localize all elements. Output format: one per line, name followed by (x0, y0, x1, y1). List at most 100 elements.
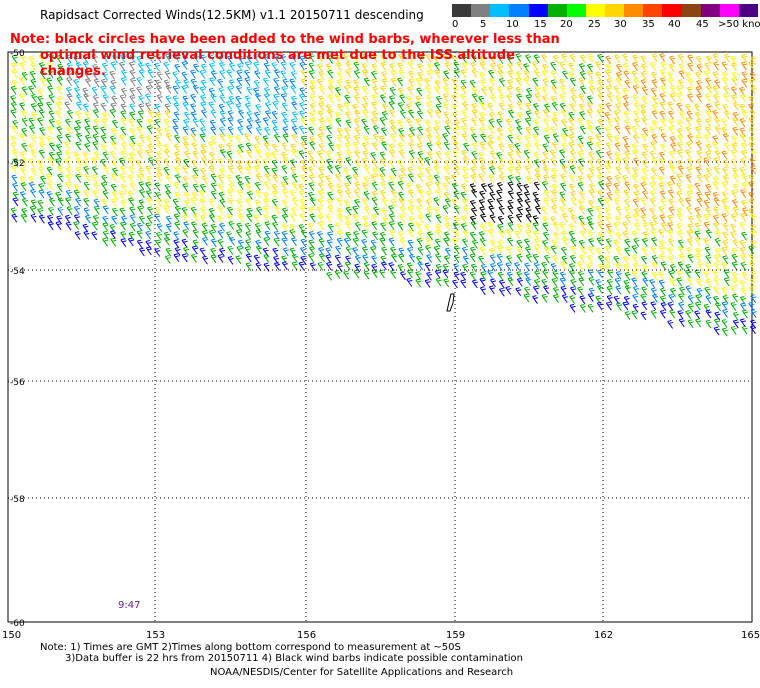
wind-barb (687, 223, 694, 233)
wind-barb (291, 181, 298, 191)
latitude-label: -60 (10, 619, 25, 629)
wind-barb (634, 102, 641, 112)
wind-barb (712, 85, 719, 95)
wind-barb (237, 213, 244, 223)
wind-barb (434, 181, 442, 190)
wind-barb (568, 230, 575, 240)
legend-label: 20 (560, 19, 573, 30)
wind-barb (587, 125, 594, 134)
wind-barb (372, 133, 379, 143)
wind-barb (453, 190, 460, 200)
wind-barb (597, 214, 604, 224)
wind-barb (686, 166, 693, 175)
wind-barb (100, 126, 107, 136)
wind-barb (21, 207, 28, 217)
wind-barb (641, 238, 648, 247)
wind-barb (336, 207, 343, 217)
wind-barb (343, 199, 350, 209)
wind-barb (730, 158, 737, 168)
wind-barb (120, 77, 127, 86)
legend-swatch (681, 4, 701, 17)
longitude-label: 162 (594, 630, 613, 640)
wind-barb (515, 149, 522, 159)
wind-barb (246, 125, 253, 134)
wind-barb (723, 205, 730, 215)
wind-barb (452, 149, 459, 159)
wind-barb (337, 230, 344, 240)
wind-barb (516, 101, 523, 110)
wind-barb (551, 205, 558, 214)
wind-barb (21, 127, 28, 137)
wind-barb (604, 165, 611, 174)
wind-barb (435, 95, 442, 105)
wind-barb (282, 133, 289, 143)
wind-barb (741, 61, 748, 71)
wind-barb (622, 53, 629, 63)
wind-barb (191, 191, 198, 201)
wind-barb (570, 279, 577, 288)
wind-barb (551, 239, 558, 248)
wind-barb (217, 254, 224, 263)
wind-barb (641, 167, 648, 177)
wind-barb (202, 255, 209, 265)
wind-barb (381, 111, 388, 120)
wind-barb (721, 61, 728, 71)
wind-barb (731, 277, 738, 287)
wind-barb (541, 86, 548, 96)
wind-barb (191, 245, 198, 255)
wind-barb (551, 167, 558, 177)
wind-barb (605, 301, 612, 311)
wind-barb (606, 295, 613, 304)
wind-barb (615, 231, 622, 241)
wind-barb (632, 149, 639, 159)
legend-label: 35 (642, 19, 655, 30)
wind-barb (228, 62, 235, 72)
wind-barb (227, 117, 234, 127)
wind-barb (353, 70, 360, 79)
wind-barb (614, 215, 621, 225)
wind-barb (669, 135, 676, 145)
wind-barb (721, 246, 728, 256)
wind-barb (642, 222, 649, 232)
wind-barb (570, 237, 577, 247)
wind-barb (236, 165, 243, 175)
wind-barb (668, 206, 675, 216)
wind-barb (308, 126, 315, 136)
wind-barb (605, 223, 612, 233)
wind-barb (597, 269, 604, 279)
wind-barb (299, 205, 306, 215)
wind-barb (380, 61, 387, 71)
wind-barb (469, 231, 476, 241)
wind-barb (291, 125, 298, 135)
wind-barb (389, 95, 396, 105)
wind-barb (586, 102, 593, 111)
wind-barb (633, 110, 640, 119)
wind-barb (217, 78, 224, 88)
wind-barb (533, 262, 540, 271)
wind-barb (695, 318, 702, 328)
wind-barb (281, 86, 288, 95)
wind-barb (363, 175, 370, 185)
wind-barb (435, 263, 442, 273)
wind-barb (740, 199, 747, 209)
wind-barb (750, 229, 757, 239)
wind-barb (64, 118, 72, 128)
wind-barb (101, 62, 108, 72)
wind-barb (48, 197, 55, 207)
wind-barb (389, 119, 396, 129)
wind-barb (110, 61, 117, 71)
wind-barb (543, 254, 551, 264)
wind-barb (363, 135, 370, 145)
wind-barb (433, 159, 440, 169)
wind-barb (417, 151, 424, 160)
wind-barb (523, 70, 530, 79)
wind-barb (515, 53, 522, 63)
wind-barb (543, 197, 550, 207)
wind-barb (318, 174, 325, 183)
wind-barb (138, 103, 145, 113)
wind-barb (308, 166, 315, 176)
wind-barb (676, 141, 683, 151)
wind-barb (29, 70, 36, 80)
wind-barb (650, 71, 658, 81)
wind-barb (10, 101, 17, 111)
